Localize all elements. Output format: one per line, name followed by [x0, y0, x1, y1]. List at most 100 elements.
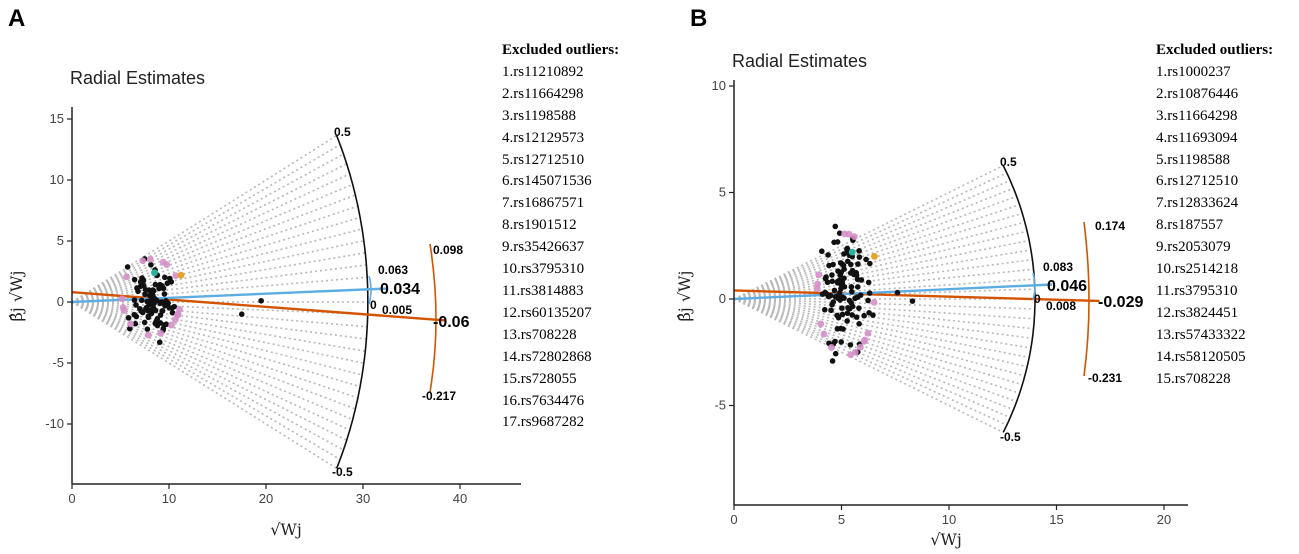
snp-point: [143, 306, 149, 312]
snp-point: [133, 302, 139, 308]
scale-fan-a: [71, 134, 368, 470]
outlier-point: [851, 233, 858, 241]
scale-ray: [733, 298, 1017, 403]
outlier-point: [828, 344, 835, 351]
scale-ray: [71, 301, 368, 328]
snp-point: [844, 318, 850, 324]
snp-point: [156, 285, 162, 292]
x-tick-label: 0: [730, 512, 737, 527]
scale-label-bottom-b: -0.5: [1000, 430, 1021, 444]
snp-points-a: [118, 255, 264, 346]
egger-ci-arc: [1083, 221, 1090, 377]
outlier-item: 9.rs2053079: [1156, 239, 1231, 256]
scale-ray: [733, 298, 1014, 411]
snp-point: [856, 321, 862, 327]
y-tick-label: 0: [719, 291, 726, 306]
plot-title-b: Radial Estimates: [732, 51, 867, 71]
snp-point: [159, 308, 166, 314]
snp-point: [909, 298, 916, 304]
outlier-point: [144, 331, 152, 339]
snp-point: [822, 275, 829, 282]
outlier-point: [848, 248, 856, 256]
snp-point: [836, 278, 843, 284]
x-tick-label: 10: [162, 491, 176, 506]
scale-ray: [71, 143, 341, 303]
outlier-items-a: 1.rs11210892 2.rs11664298 3.rs1198588 4.rs1…: [502, 62, 619, 434]
snp-point: [841, 275, 847, 282]
scale-ray: [733, 298, 1020, 395]
snp-point: [853, 272, 860, 279]
panel-letter-b: B: [690, 5, 707, 32]
snp-point: [847, 270, 854, 276]
outlier-point: [864, 329, 872, 337]
outlier-item: 5.rs12712510: [502, 151, 585, 168]
outlier-point: [159, 258, 167, 266]
snp-point: [849, 312, 855, 318]
scale-ray: [733, 179, 1011, 300]
outlier-item: 12.rs60135207: [502, 304, 592, 321]
scale-ray: [71, 301, 353, 421]
outlier-item: 7.rs12833624: [1156, 195, 1239, 212]
scale-ray: [71, 276, 368, 303]
confidence-arcs-b: [1032, 221, 1090, 377]
outlier-item: 10.rs3795310: [502, 261, 585, 278]
snp-point: [152, 307, 159, 314]
snp-point: [125, 315, 132, 321]
outlier-item: 12.rs3824451: [1156, 304, 1239, 321]
outlier-item: 11.rs3814883: [502, 282, 584, 299]
outlier-item: 13.rs57433322: [1156, 326, 1246, 343]
scale-ray: [733, 298, 1032, 349]
snp-point: [150, 288, 157, 294]
x-tick-label: 0: [68, 491, 75, 506]
y-tick-label: 0: [57, 294, 64, 309]
scale-ray: [71, 301, 348, 441]
snp-point: [166, 305, 173, 311]
panel-letter-a: A: [8, 5, 25, 32]
outlier-item: 14.rs58120505: [1156, 348, 1246, 365]
outlier-items-b: 1.rs1000237 2.rs10876446 3.rs11664298 4.rs1…: [1156, 62, 1273, 391]
snp-point: [819, 248, 825, 255]
x-tick-label: 20: [259, 491, 273, 506]
snp-point: [161, 274, 168, 281]
outlier-item: 1.rs1000237: [1156, 63, 1231, 80]
snp-point: [829, 278, 836, 285]
egger-ci-lower-label-b: -0.231: [1088, 371, 1122, 385]
snp-point: [162, 303, 168, 309]
snp-point: [258, 297, 264, 304]
scale-label-bottom-a: -0.5: [332, 465, 353, 479]
fit-lines-b: [733, 283, 1100, 303]
scale-ray: [733, 164, 1004, 300]
outlier-point: [151, 269, 158, 277]
scale-ray: [71, 301, 341, 461]
snp-point: [853, 314, 860, 320]
snp-point: [153, 318, 160, 324]
outlier-item: 2.rs10876446: [1156, 85, 1239, 102]
outlier-item: 8.rs1901512: [502, 217, 577, 234]
snp-point: [144, 326, 151, 332]
snp-point: [848, 261, 854, 268]
scale-ray: [71, 194, 356, 303]
snp-point: [832, 223, 839, 230]
snp-point: [151, 295, 158, 302]
scale-ray: [733, 268, 1034, 300]
outlier-item: 16.rs7634476: [502, 392, 585, 409]
snp-point: [138, 308, 145, 315]
ivw-estimate-label-b: 0.046: [1047, 278, 1087, 295]
outlier-item: 1.rs11210892: [502, 63, 584, 80]
snp-point: [127, 325, 133, 332]
y-tick-label: 5: [57, 233, 64, 248]
snp-point: [856, 305, 862, 311]
egger-ci-lower-label-a: -0.217: [422, 389, 456, 403]
scale-ray: [733, 221, 1026, 300]
snp-point: [865, 297, 871, 304]
outlier-point: [172, 272, 180, 280]
scale-ray: [71, 301, 359, 399]
scale-ray: [71, 301, 368, 316]
zero-label-b: 0: [1034, 292, 1041, 306]
ivw-ci-arc: [368, 275, 372, 305]
x-tick-label: 5: [838, 512, 845, 527]
outlier-point: [817, 320, 825, 328]
snp-point: [168, 279, 175, 285]
scale-ray: [733, 298, 1023, 386]
